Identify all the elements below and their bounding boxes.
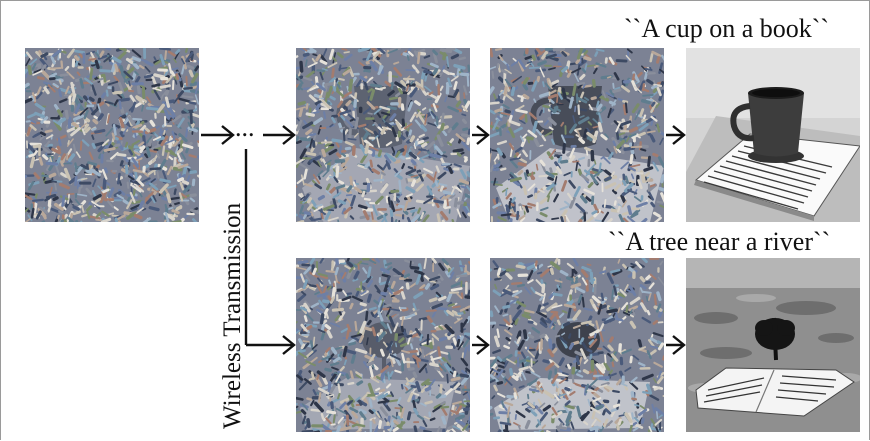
ellipsis-text: ... bbox=[235, 113, 255, 142]
top-denoise-step-1-image bbox=[296, 48, 470, 222]
top-denoise-step-2-image bbox=[490, 48, 664, 222]
top-final-image bbox=[686, 48, 860, 222]
top-prompt-caption: ``A cup on a book`` bbox=[624, 14, 830, 43]
bottom-denoise-step-1-image bbox=[296, 258, 470, 432]
bottom-prompt-caption: ``A tree near a river`` bbox=[608, 227, 831, 256]
bottom-final-image bbox=[686, 258, 860, 432]
wireless-transmission-label: Wireless Transmission bbox=[219, 202, 246, 429]
bottom-denoise-step-2-image bbox=[490, 258, 664, 432]
initial-noise-image bbox=[25, 48, 199, 222]
